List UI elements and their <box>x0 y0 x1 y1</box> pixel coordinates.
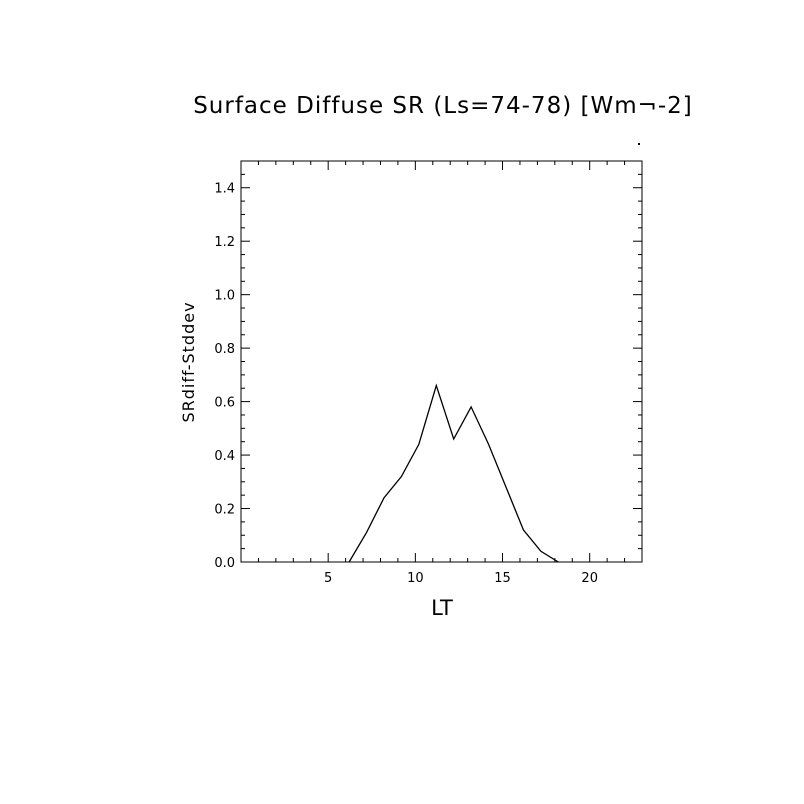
x-tick-label: 10 <box>407 571 424 586</box>
series-layer <box>348 383 559 563</box>
y-tick-label: 1.2 <box>214 235 235 250</box>
x-tick-label: 20 <box>581 571 598 586</box>
corner-dot <box>638 143 640 145</box>
y-tick-label: 0.2 <box>214 503 235 518</box>
y-tick-label: 0.4 <box>214 449 235 464</box>
series-line <box>348 383 559 563</box>
x-axis-label: LT <box>431 596 453 620</box>
plot-area-frame <box>240 160 643 563</box>
y-tick-label: 0.8 <box>214 342 235 357</box>
y-tick-label: 0.6 <box>214 396 235 411</box>
chart-title: Surface Diffuse SR (Ls=74-78) [Wm¬-2] <box>193 93 693 119</box>
y-tick-label: 0.0 <box>214 556 235 571</box>
y-tick-label: 1.4 <box>214 182 235 197</box>
y-tick-label: 1.0 <box>214 289 235 304</box>
y-axis-label: SRdiff-Stddev <box>179 301 198 422</box>
x-tick-label: 15 <box>494 571 511 586</box>
x-tick-label: 5 <box>324 571 332 586</box>
ticks: 5 10 15 20 0.0 0.2 0.4 0.6 0.8 1.0 1.2 1.4 <box>214 161 643 586</box>
